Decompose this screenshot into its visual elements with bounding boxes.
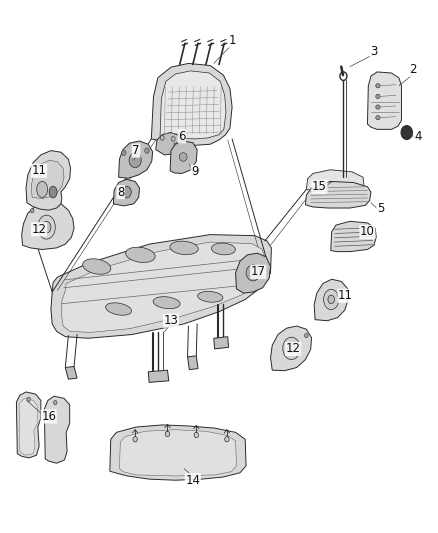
Text: 12: 12 — [286, 342, 301, 356]
Ellipse shape — [27, 397, 30, 401]
Ellipse shape — [324, 289, 339, 310]
Text: 6: 6 — [178, 130, 186, 143]
Polygon shape — [113, 179, 140, 206]
Text: 10: 10 — [360, 225, 375, 238]
Text: 2: 2 — [410, 63, 417, 76]
Text: 15: 15 — [312, 180, 327, 193]
Text: 14: 14 — [185, 474, 200, 487]
Polygon shape — [214, 337, 229, 349]
Ellipse shape — [145, 148, 149, 154]
Ellipse shape — [122, 186, 131, 198]
Text: 4: 4 — [414, 130, 421, 143]
Ellipse shape — [49, 186, 57, 198]
Ellipse shape — [225, 437, 229, 442]
Polygon shape — [155, 133, 180, 155]
Ellipse shape — [153, 297, 180, 309]
Text: 11: 11 — [338, 289, 353, 302]
Text: 1: 1 — [228, 34, 236, 47]
Polygon shape — [170, 141, 197, 173]
Polygon shape — [236, 253, 271, 293]
Text: 17: 17 — [251, 265, 266, 278]
Ellipse shape — [30, 208, 34, 213]
Polygon shape — [271, 326, 311, 370]
Ellipse shape — [198, 292, 223, 302]
Text: 16: 16 — [41, 410, 56, 423]
Ellipse shape — [194, 432, 198, 438]
Polygon shape — [16, 392, 41, 458]
Polygon shape — [65, 367, 77, 379]
Text: 3: 3 — [370, 45, 378, 58]
Ellipse shape — [122, 150, 126, 156]
Ellipse shape — [126, 247, 155, 262]
Ellipse shape — [106, 303, 131, 315]
Ellipse shape — [401, 126, 413, 140]
Polygon shape — [187, 356, 198, 369]
Ellipse shape — [37, 181, 48, 197]
Ellipse shape — [171, 136, 175, 141]
Text: 7: 7 — [132, 144, 140, 157]
Polygon shape — [151, 63, 232, 146]
Polygon shape — [160, 71, 226, 139]
Text: 12: 12 — [32, 223, 46, 236]
Ellipse shape — [83, 259, 111, 274]
Polygon shape — [119, 141, 152, 178]
Ellipse shape — [283, 337, 300, 360]
Polygon shape — [31, 160, 64, 198]
Polygon shape — [19, 398, 37, 455]
Text: 11: 11 — [32, 164, 46, 177]
Polygon shape — [51, 235, 272, 338]
Ellipse shape — [376, 94, 380, 99]
Ellipse shape — [376, 84, 380, 88]
Polygon shape — [120, 430, 237, 476]
Text: 5: 5 — [377, 201, 384, 214]
Polygon shape — [21, 201, 74, 249]
Ellipse shape — [53, 400, 57, 405]
Ellipse shape — [179, 153, 187, 161]
Ellipse shape — [376, 116, 380, 120]
Polygon shape — [44, 396, 70, 463]
Ellipse shape — [170, 241, 198, 255]
Polygon shape — [314, 279, 348, 321]
Ellipse shape — [129, 153, 141, 167]
Ellipse shape — [133, 437, 138, 442]
Ellipse shape — [212, 243, 235, 255]
Ellipse shape — [246, 265, 260, 281]
Polygon shape — [148, 370, 169, 382]
Polygon shape — [331, 221, 376, 252]
Polygon shape — [305, 181, 371, 208]
Polygon shape — [306, 169, 364, 191]
Polygon shape — [110, 425, 246, 480]
Ellipse shape — [165, 431, 170, 437]
Text: 9: 9 — [191, 165, 199, 179]
Text: 13: 13 — [163, 314, 178, 327]
Polygon shape — [62, 242, 265, 333]
Ellipse shape — [376, 105, 380, 109]
Ellipse shape — [160, 135, 164, 140]
Text: 8: 8 — [117, 185, 124, 199]
Polygon shape — [367, 72, 402, 130]
Ellipse shape — [288, 344, 295, 353]
Ellipse shape — [38, 215, 55, 239]
Ellipse shape — [42, 221, 51, 233]
Ellipse shape — [328, 295, 335, 304]
Ellipse shape — [304, 334, 308, 338]
Polygon shape — [26, 151, 71, 210]
